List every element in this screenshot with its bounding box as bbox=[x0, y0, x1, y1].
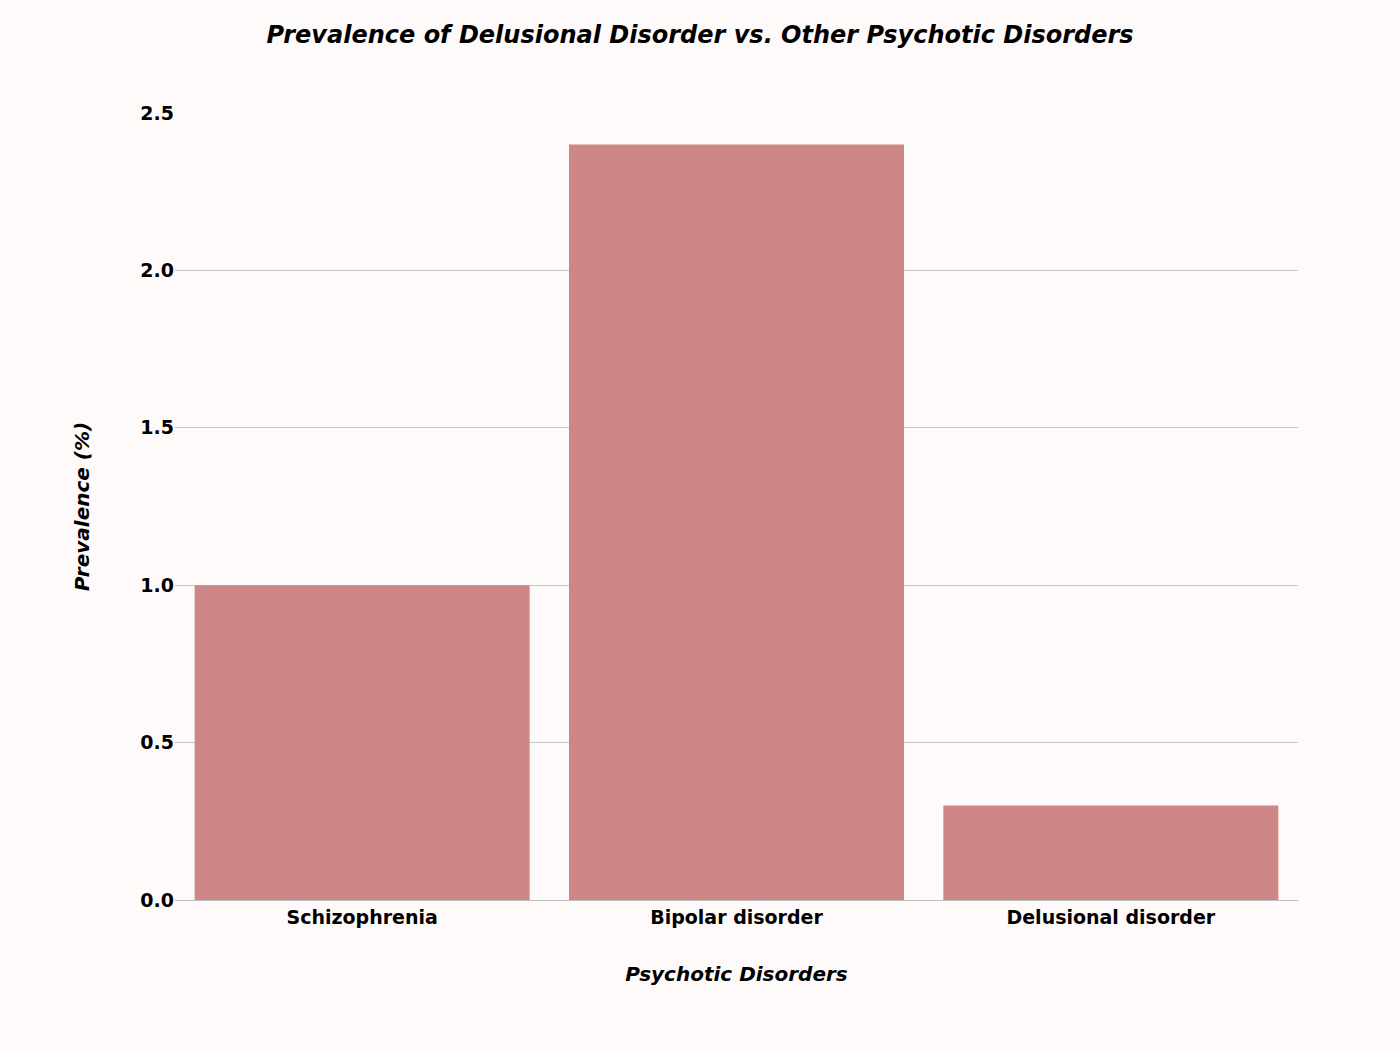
svg-text:Prevalence of Delusional Disor: Prevalence of Delusional Disorder vs. Ot… bbox=[266, 21, 1133, 49]
svg-text:2.0: 2.0 bbox=[140, 259, 174, 281]
svg-text:0.5: 0.5 bbox=[140, 731, 174, 753]
svg-text:0.0: 0.0 bbox=[140, 889, 174, 911]
svg-text:1.5: 1.5 bbox=[140, 416, 174, 438]
svg-text:Schizophrenia: Schizophrenia bbox=[286, 906, 437, 928]
svg-text:2.5: 2.5 bbox=[140, 102, 174, 124]
svg-text:Bipolar disorder: Bipolar disorder bbox=[650, 906, 823, 928]
svg-text:Delusional disorder: Delusional disorder bbox=[1006, 906, 1215, 928]
svg-text:Prevalence (%): Prevalence (%) bbox=[70, 422, 94, 591]
svg-text:Psychotic Disorders: Psychotic Disorders bbox=[625, 962, 848, 986]
svg-text:1.0: 1.0 bbox=[140, 574, 174, 596]
